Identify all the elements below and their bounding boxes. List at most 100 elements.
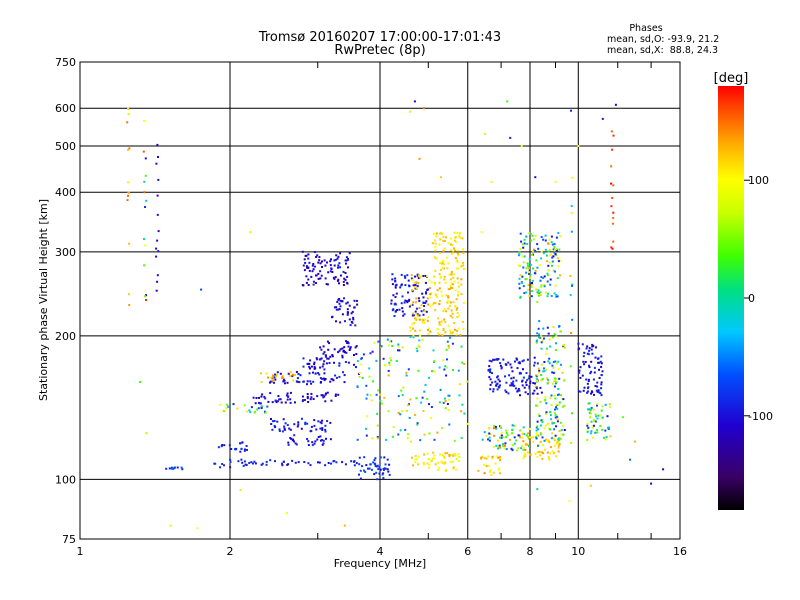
data-point	[390, 299, 393, 302]
data-point	[491, 455, 494, 458]
data-point	[554, 181, 557, 184]
data-point	[527, 435, 530, 438]
data-point	[563, 346, 566, 349]
data-point	[311, 270, 314, 273]
data-point	[384, 467, 387, 470]
data-point	[509, 384, 512, 387]
data-point	[607, 427, 610, 430]
data-point	[128, 147, 131, 150]
data-point	[155, 289, 158, 292]
colorbar-tick-label: 100	[748, 174, 769, 187]
data-point	[533, 364, 536, 367]
data-point	[417, 282, 420, 285]
data-point	[448, 455, 451, 458]
data-point	[305, 281, 308, 284]
data-point	[547, 250, 550, 253]
data-point	[449, 336, 452, 339]
data-point	[542, 370, 545, 373]
data-point	[536, 379, 539, 382]
data-point	[590, 406, 593, 409]
data-point	[321, 266, 323, 268]
data-point	[538, 371, 541, 374]
data-point	[605, 435, 608, 438]
data-point	[539, 294, 542, 296]
data-point	[547, 381, 550, 384]
data-point	[286, 381, 289, 384]
data-point	[554, 414, 557, 417]
data-point	[608, 403, 611, 406]
stats-line-x: mean, sd,X: 88.8, 24.3	[607, 45, 718, 56]
data-point	[531, 234, 534, 237]
data-point	[456, 307, 459, 310]
data-point	[356, 360, 359, 363]
data-point	[219, 403, 222, 406]
data-point	[257, 407, 260, 410]
data-point	[325, 392, 327, 395]
data-point	[591, 436, 594, 439]
data-point	[541, 436, 544, 439]
data-point	[557, 368, 560, 371]
data-point	[492, 427, 495, 430]
data-point	[363, 456, 366, 459]
data-point	[553, 292, 556, 295]
data-point	[493, 434, 496, 437]
data-point	[229, 458, 232, 461]
data-point	[552, 336, 555, 339]
data-point	[552, 326, 555, 329]
data-point	[595, 346, 597, 349]
data-point	[489, 368, 492, 371]
data-point	[318, 259, 321, 262]
data-point	[414, 413, 417, 416]
data-point	[587, 426, 590, 429]
data-point	[526, 242, 529, 245]
data-point	[596, 429, 599, 431]
data-point	[313, 363, 316, 365]
data-point	[309, 367, 311, 370]
data-point	[438, 333, 441, 336]
data-point	[553, 422, 555, 424]
data-point	[449, 332, 452, 335]
data-point	[553, 333, 556, 336]
data-point	[534, 272, 537, 275]
data-point	[535, 429, 538, 432]
data-point	[516, 449, 519, 452]
data-point	[244, 463, 247, 466]
data-point	[436, 296, 439, 298]
data-point	[527, 284, 530, 287]
data-point	[488, 365, 491, 368]
data-point	[510, 384, 513, 387]
data-point	[544, 424, 547, 427]
data-point	[477, 469, 480, 472]
data-point	[127, 293, 130, 296]
data-point	[393, 315, 396, 317]
data-point	[407, 368, 410, 371]
data-point	[454, 454, 457, 457]
data-point	[416, 350, 419, 353]
data-point	[350, 460, 353, 463]
data-point	[456, 316, 459, 318]
data-point	[294, 442, 297, 445]
data-point	[266, 405, 269, 408]
data-point	[217, 446, 220, 449]
data-point	[586, 429, 589, 432]
data-point	[593, 393, 595, 396]
data-point	[536, 420, 539, 423]
data-point	[490, 360, 493, 363]
data-point	[535, 340, 538, 343]
data-point	[530, 285, 533, 288]
data-point	[458, 394, 461, 397]
data-point	[556, 418, 559, 421]
data-point	[548, 362, 551, 365]
data-point	[519, 436, 521, 439]
data-point	[598, 361, 601, 364]
data-point	[610, 130, 613, 133]
data-point	[331, 316, 333, 319]
data-point	[570, 212, 573, 215]
data-point	[540, 419, 543, 422]
data-point	[535, 342, 538, 344]
data-point	[443, 278, 446, 281]
data-point	[559, 437, 562, 440]
data-point	[413, 100, 416, 103]
data-point	[458, 456, 461, 458]
data-point	[432, 232, 435, 235]
